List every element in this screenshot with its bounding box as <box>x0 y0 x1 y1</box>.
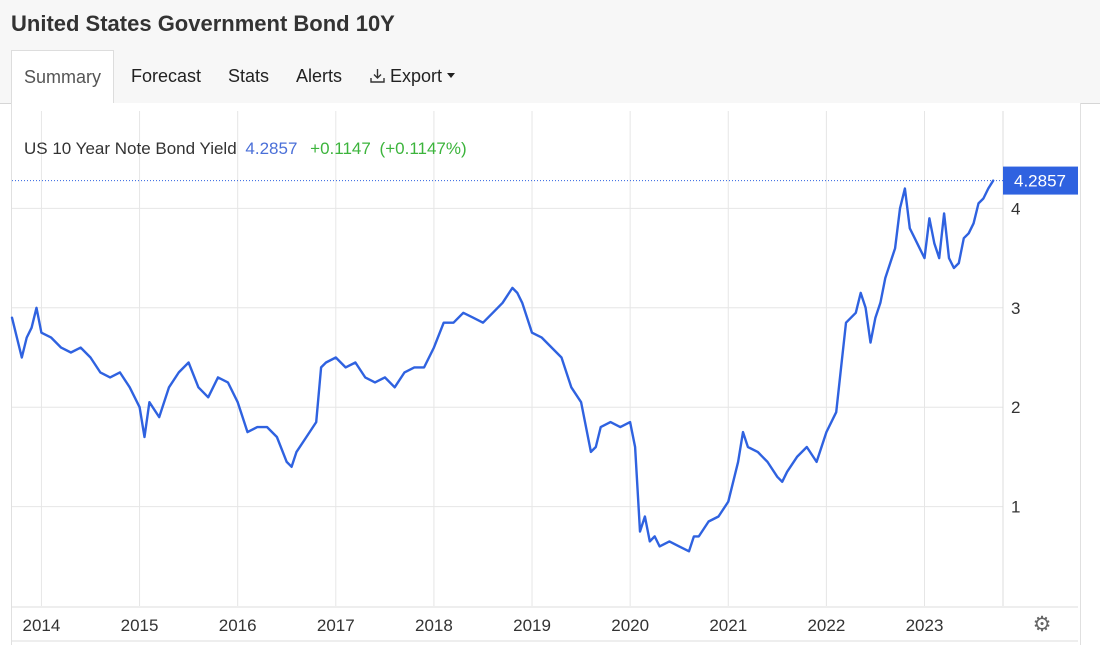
last-value-tag-label: 4.2857 <box>1014 172 1066 191</box>
last-value-tag <box>1003 166 1078 195</box>
x-tick-label: 2019 <box>513 616 551 635</box>
gear-icon[interactable]: ⚙ <box>1032 613 1052 636</box>
chevron-down-icon <box>447 73 456 78</box>
chart-change-percent: (+0.1147%) <box>379 139 467 158</box>
export-label: Export <box>390 66 443 86</box>
y-tick-label: 1 <box>1011 498 1020 517</box>
y-tick-label: 3 <box>1011 299 1020 318</box>
series-line <box>10 179 995 553</box>
x-tick-label: 2014 <box>23 616 61 635</box>
chart-last-value: 4.2857 <box>245 139 298 158</box>
chart-change: +0.1147 <box>310 139 371 158</box>
chart-header: US 10 Year Note Bond Yield 4.2857 +0.114… <box>24 139 467 159</box>
x-tick-label: 2021 <box>709 616 747 635</box>
x-tick-label: 2018 <box>415 616 453 635</box>
tab-alerts[interactable]: Alerts <box>296 66 343 86</box>
tab-forecast[interactable]: Forecast <box>131 66 202 86</box>
tab-summary[interactable]: Summary <box>11 50 115 103</box>
page-title: United States Government Bond 10Y <box>11 11 395 36</box>
x-tick-label: 2023 <box>906 616 944 635</box>
export-dropdown[interactable]: Export <box>369 50 456 104</box>
y-tick-label: 2 <box>1011 398 1020 417</box>
x-tick-label: 2017 <box>317 616 355 635</box>
x-tick-label: 2015 <box>121 616 159 635</box>
x-tick-label: 2016 <box>219 616 257 635</box>
x-tick-label: 2022 <box>807 616 845 635</box>
chart-title: US 10 Year Note Bond Yield <box>24 139 237 158</box>
tab-stats[interactable]: Stats <box>228 66 270 86</box>
page-header: United States Government Bond 10Y <box>0 0 1100 51</box>
download-icon <box>369 52 386 104</box>
x-tick-label: 2020 <box>611 616 649 635</box>
y-tick-label: 4 <box>1011 199 1020 218</box>
